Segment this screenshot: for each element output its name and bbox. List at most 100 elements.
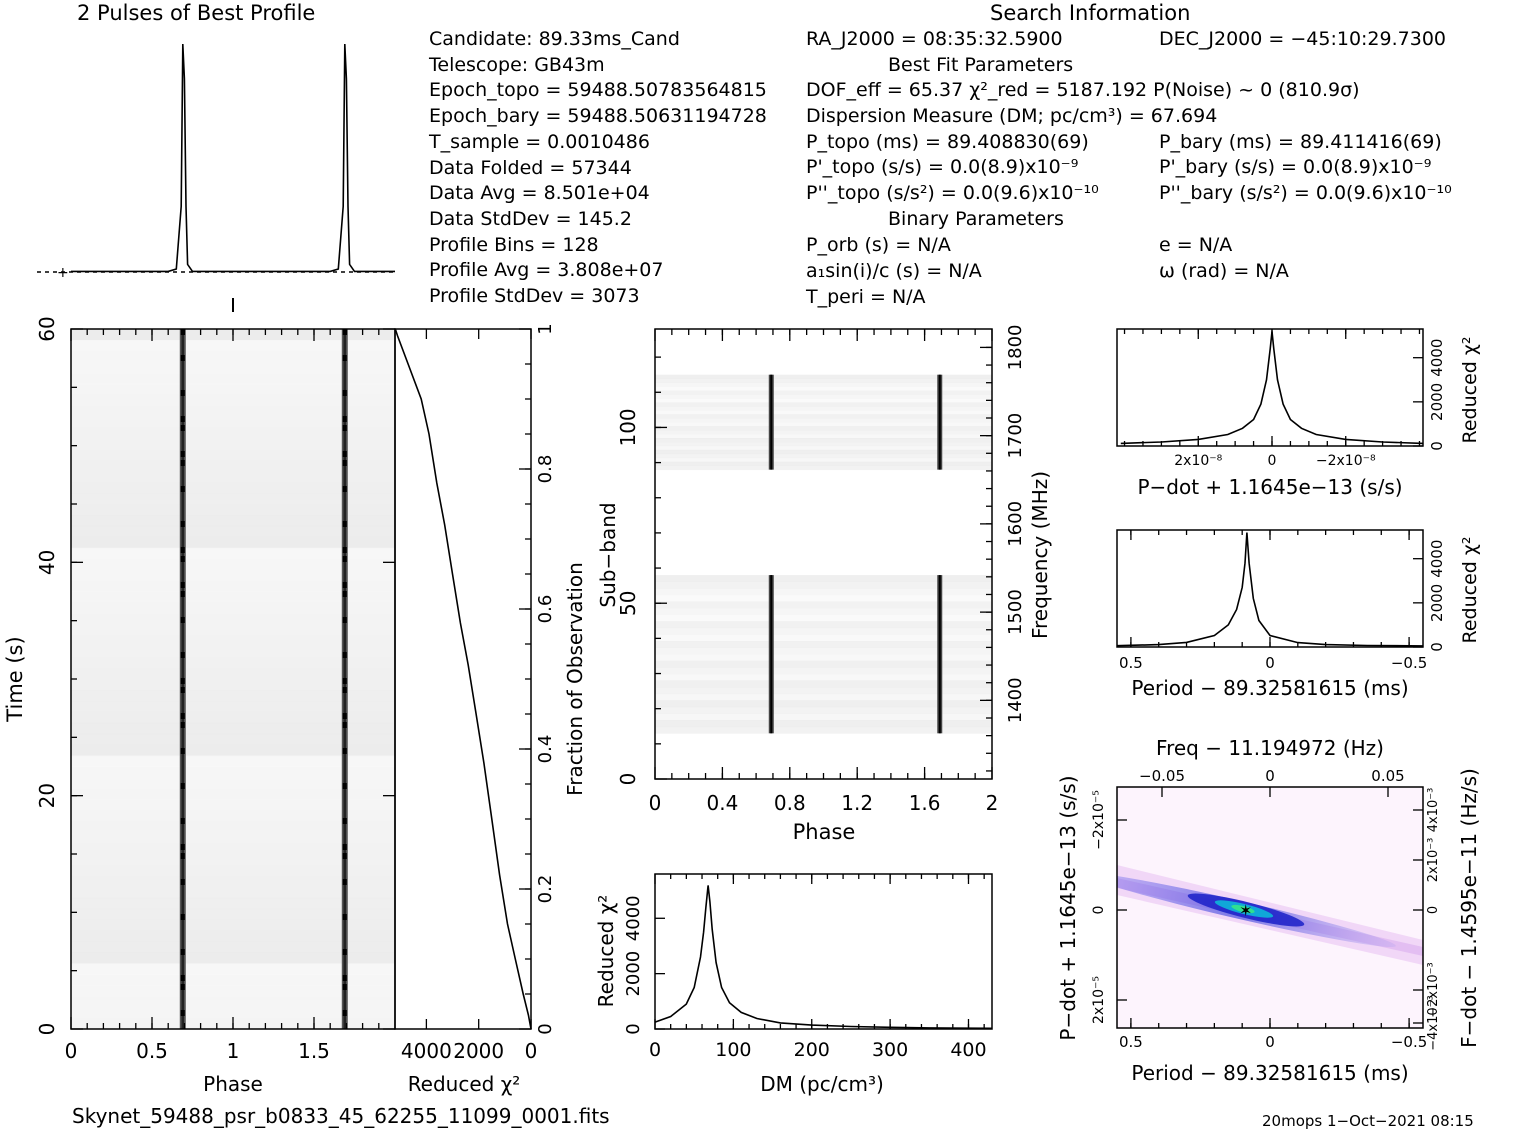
ppdot-xlabel-top: Freq − 11.194972 (Hz) bbox=[1156, 736, 1384, 760]
pdot-frame bbox=[1116, 328, 1424, 447]
time-phase-row bbox=[71, 908, 395, 921]
subband-row bbox=[655, 422, 992, 427]
filename: Skynet_59488_psr_b0833_45_62255_11099_00… bbox=[72, 1104, 610, 1128]
subband-xtick: 0 bbox=[649, 791, 662, 815]
subband-row bbox=[655, 441, 992, 447]
p-pdot-plane: ✶ bbox=[1116, 786, 1424, 1029]
profile-error-bar: + bbox=[57, 265, 69, 281]
pulse-segment bbox=[342, 521, 347, 527]
binary-title: Binary Parameters bbox=[888, 208, 1064, 230]
pulse-segment bbox=[180, 390, 185, 396]
ppdot-ytick-right: 2x10⁻³ bbox=[1426, 838, 1441, 883]
time-phase-row bbox=[71, 875, 395, 888]
pulse-segment bbox=[342, 914, 347, 920]
pulse-segment bbox=[180, 844, 185, 850]
time-phase-row bbox=[71, 471, 395, 483]
subband-ytick-right: 1800 bbox=[1005, 325, 1026, 371]
ppdot-xtick: −0.5 bbox=[1391, 1033, 1427, 1051]
pulse-segment bbox=[180, 713, 185, 719]
pulse-segment bbox=[342, 748, 347, 754]
subband-row bbox=[655, 382, 992, 387]
pulse-segment bbox=[342, 678, 347, 684]
info-mid-line: P''_topo (s/s²) = 0.0(9.6)x10⁻¹⁰ bbox=[806, 182, 1099, 204]
subband-row bbox=[655, 410, 992, 415]
subband-ytick: 100 bbox=[616, 408, 640, 446]
info-mid-line: Dispersion Measure (DM; pc/cm³) = 67.694 bbox=[806, 105, 1218, 127]
ppdot-xtick-top: −0.05 bbox=[1139, 767, 1185, 785]
pulse-segment bbox=[342, 713, 347, 719]
pulse-segment bbox=[180, 451, 185, 457]
time-chi-line bbox=[394, 328, 532, 1030]
time-phase-xtick: 1 bbox=[227, 1039, 240, 1063]
ppdot-ytick-right: −4x10⁻³ bbox=[1426, 995, 1441, 1050]
time-chi-xtick: 2000 bbox=[453, 1039, 504, 1063]
time-phase-row bbox=[71, 821, 395, 833]
profile-plot: + bbox=[37, 43, 397, 312]
subband-row bbox=[655, 378, 992, 384]
subband-row bbox=[655, 465, 992, 471]
subband-row bbox=[655, 660, 992, 668]
subband-ylabel: Sub−band bbox=[596, 502, 620, 607]
time-chi-plot bbox=[394, 328, 532, 1030]
pulse-segment bbox=[342, 818, 347, 824]
subband-row bbox=[655, 418, 992, 423]
subband-row bbox=[655, 693, 992, 701]
subband-row bbox=[655, 647, 992, 655]
dm-plot bbox=[654, 873, 993, 1030]
time-phase-row bbox=[71, 569, 395, 582]
time-phase-row bbox=[71, 602, 395, 614]
period-ytick: 4000 bbox=[1428, 540, 1446, 578]
pulse-segment bbox=[180, 748, 185, 754]
time-phase-row bbox=[71, 547, 395, 560]
time-phase-ytick: 60 bbox=[35, 316, 59, 341]
ppdot-ytick-right: 0 bbox=[1426, 906, 1441, 914]
time-phase-row bbox=[71, 777, 395, 789]
subband-xtick: 2 bbox=[986, 791, 999, 815]
ppdot-ylabel: P−dot + 1.1645e−13 (s/s) bbox=[1056, 775, 1080, 1040]
subband-ylabel-right: Frequency (MHz) bbox=[1028, 471, 1052, 639]
pulse-segment bbox=[342, 652, 347, 658]
time-phase-ylabel: Time (s) bbox=[3, 636, 27, 722]
time-phase-row bbox=[71, 580, 395, 592]
ppdot-peak-center bbox=[1231, 904, 1255, 914]
pulse-segment bbox=[342, 556, 347, 562]
pulse-segment bbox=[180, 652, 185, 658]
pulse-segment bbox=[342, 783, 347, 789]
pulse-segment bbox=[342, 582, 347, 588]
pulse-segment bbox=[180, 582, 185, 588]
subband-row bbox=[655, 445, 992, 451]
pulse-segment bbox=[180, 425, 185, 431]
pulse-segment bbox=[342, 949, 347, 955]
subband-row bbox=[655, 430, 992, 435]
subband-row bbox=[655, 634, 992, 642]
time-phase-row bbox=[71, 799, 395, 811]
time-phase-xtick: 0 bbox=[65, 1039, 78, 1063]
time-phase-xtick: 1.5 bbox=[298, 1039, 330, 1063]
pulse-segment bbox=[342, 390, 347, 396]
pulse-segment bbox=[180, 984, 185, 990]
dm-line bbox=[654, 885, 993, 1030]
pulse-segment bbox=[342, 984, 347, 990]
time-phase-row bbox=[71, 482, 395, 494]
pdot-xtick: 0 bbox=[1268, 453, 1277, 469]
pulse-segment bbox=[342, 416, 347, 422]
dm-xtick: 400 bbox=[950, 1039, 986, 1061]
subband-row bbox=[655, 700, 992, 708]
time-phase-row bbox=[71, 613, 395, 625]
subband-xtick: 1.6 bbox=[909, 791, 941, 815]
time-phase-row bbox=[71, 405, 395, 417]
time-chi-ylabel: Fraction of Observation bbox=[563, 562, 587, 796]
pulse-segment bbox=[342, 451, 347, 457]
time-phase-row bbox=[71, 963, 395, 975]
time-phase-row bbox=[71, 493, 395, 505]
time-phase-row bbox=[71, 525, 395, 538]
time-phase-row bbox=[71, 854, 395, 866]
subband-row bbox=[655, 414, 992, 419]
time-phase-ytick: 20 bbox=[35, 783, 59, 808]
pdot-ylabel: Reduced χ² bbox=[1459, 337, 1481, 444]
timestamp: 20mops 1−Oct−2021 08:15 bbox=[1262, 1112, 1474, 1130]
period-frame bbox=[1116, 529, 1424, 648]
time-phase-row bbox=[71, 394, 395, 407]
profile-title: 2 Pulses of Best Profile bbox=[77, 1, 316, 25]
